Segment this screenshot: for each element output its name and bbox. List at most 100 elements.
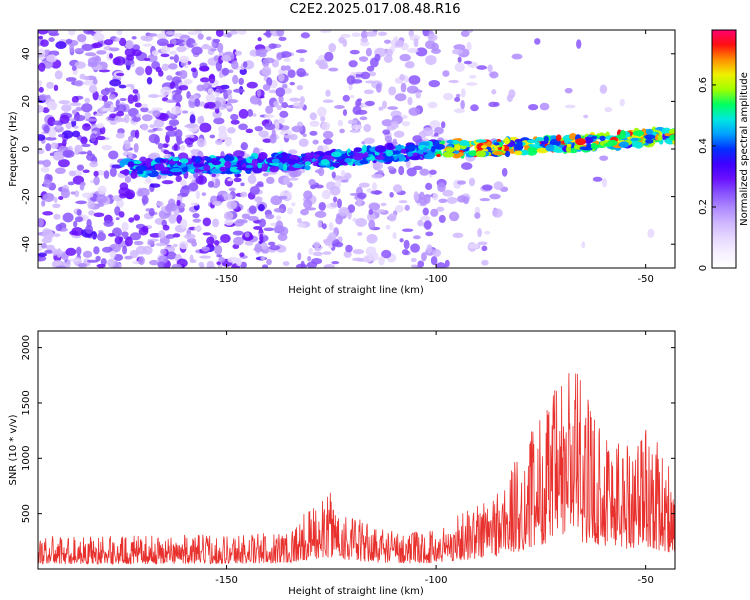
heatmap-cell bbox=[233, 88, 245, 93]
heatmap-cell bbox=[277, 233, 288, 242]
heatmap-cell bbox=[119, 182, 129, 191]
heatmap-cell bbox=[217, 42, 224, 53]
heatmap-cell bbox=[58, 195, 64, 200]
heatmap-cell bbox=[407, 144, 416, 152]
heatmap-cell bbox=[171, 263, 183, 268]
heatmap-cell bbox=[172, 233, 181, 238]
heatmap-cell bbox=[94, 113, 104, 117]
heatmap-cell bbox=[453, 108, 465, 114]
heatmap-cell bbox=[331, 171, 336, 179]
heatmap-cell bbox=[192, 218, 202, 223]
heatmap-cell bbox=[76, 164, 84, 171]
heatmap-cell bbox=[431, 48, 441, 54]
heatmap-cell bbox=[138, 227, 149, 236]
heatmap-cell bbox=[73, 220, 78, 228]
heatmap-cell bbox=[44, 249, 54, 254]
heatmap-cell bbox=[153, 118, 165, 128]
heatmap-cell bbox=[201, 192, 207, 197]
heatmap-cell bbox=[425, 182, 433, 191]
heatmap-cell bbox=[132, 89, 139, 94]
heatmap-cell bbox=[198, 174, 204, 184]
heatmap-cell bbox=[264, 119, 270, 124]
heatmap-cell bbox=[141, 195, 149, 205]
heatmap-cell bbox=[448, 79, 460, 84]
heatmap-cell bbox=[184, 124, 196, 128]
heatmap-cell bbox=[168, 63, 178, 70]
heatmap-cell bbox=[438, 198, 448, 204]
heatmap-cell bbox=[173, 54, 179, 64]
heatmap-cell bbox=[239, 252, 245, 257]
heatmap-cell bbox=[303, 152, 315, 159]
snr-xlabel: Height of straight line (km) bbox=[288, 586, 424, 597]
heatmap-cell bbox=[155, 66, 162, 73]
heatmap-cell bbox=[190, 67, 197, 73]
heatmap-cell bbox=[152, 110, 161, 118]
heatmap-cell bbox=[144, 177, 152, 184]
heatmap-cell bbox=[149, 207, 155, 217]
heatmap-cell bbox=[61, 130, 74, 139]
heatmap-cell bbox=[195, 190, 201, 200]
heatmap-cell bbox=[108, 53, 114, 59]
heatmap-cell bbox=[92, 90, 99, 101]
heatmap-cell bbox=[121, 231, 129, 238]
heatmap-cell bbox=[338, 207, 350, 216]
heatmap-cell bbox=[218, 130, 228, 141]
heatmap-cell bbox=[169, 81, 176, 89]
heatmap-cell bbox=[344, 157, 352, 163]
heatmap-cell bbox=[213, 55, 220, 62]
heatmap-cell bbox=[235, 219, 245, 224]
heatmap-cell bbox=[211, 160, 222, 166]
heatmap-cell bbox=[190, 202, 199, 206]
heatmap-cell bbox=[199, 122, 212, 133]
heatmap-cell bbox=[245, 164, 253, 169]
heatmap-cell bbox=[241, 213, 251, 220]
heatmap-cell bbox=[381, 100, 387, 109]
heatmap-cell bbox=[119, 160, 126, 168]
spectrogram-panel: -150 -100 -50 -40 -20 0 20 40 Height of straigh… bbox=[8, 29, 676, 296]
figure-title: C2E2.2025.017.08.48.R16 bbox=[289, 2, 461, 17]
heatmap-cell bbox=[40, 39, 49, 47]
heatmap-cell bbox=[245, 128, 254, 134]
heatmap-cell bbox=[647, 228, 655, 239]
heatmap-cell bbox=[158, 94, 167, 98]
heatmap-cell bbox=[460, 30, 470, 37]
heatmap-cell bbox=[132, 115, 141, 122]
heatmap-cell bbox=[160, 53, 170, 58]
heatmap-cell bbox=[528, 103, 539, 111]
heatmap-cell bbox=[151, 107, 163, 112]
heatmap-cell bbox=[52, 203, 61, 209]
heatmap-cell bbox=[389, 191, 394, 198]
heatmap-cell bbox=[381, 119, 393, 127]
snr-ticks: -150 -100 -50 500 1000 1500 2000 bbox=[21, 331, 675, 586]
heatmap-cell bbox=[424, 194, 431, 204]
heatmap-cell bbox=[283, 58, 291, 62]
heatmap-cell bbox=[264, 123, 276, 131]
heatmap-cell bbox=[382, 129, 391, 135]
heatmap-cell bbox=[433, 126, 444, 135]
heatmap-cell bbox=[436, 153, 441, 158]
heatmap-cell bbox=[604, 106, 613, 113]
heatmap-cell bbox=[199, 77, 210, 83]
heatmap-cell bbox=[293, 102, 300, 107]
colorbar-ticks: 0 0.2 0.4 0.6 bbox=[698, 77, 716, 271]
heatmap-cell bbox=[440, 140, 446, 145]
heatmap-cell bbox=[42, 230, 54, 239]
heatmap-cell bbox=[337, 119, 344, 127]
heatmap-cell bbox=[669, 134, 675, 141]
heatmap-cell bbox=[124, 189, 136, 200]
heatmap-cell bbox=[262, 83, 271, 91]
heatmap-cell bbox=[269, 133, 277, 144]
heatmap-cell bbox=[280, 129, 292, 136]
heatmap-cell bbox=[216, 261, 222, 266]
heatmap-cell bbox=[85, 224, 94, 234]
heatmap-cell bbox=[125, 83, 135, 88]
heatmap-cell bbox=[118, 236, 124, 242]
heatmap-cell bbox=[448, 211, 460, 222]
heatmap-cell bbox=[417, 219, 424, 227]
heatmap-cell bbox=[268, 43, 277, 49]
heatmap-cell bbox=[359, 159, 369, 165]
heatmap-cell bbox=[247, 174, 257, 184]
heatmap-cell bbox=[456, 180, 466, 185]
heatmap-cell bbox=[357, 232, 363, 236]
heatmap-cell bbox=[232, 74, 239, 85]
